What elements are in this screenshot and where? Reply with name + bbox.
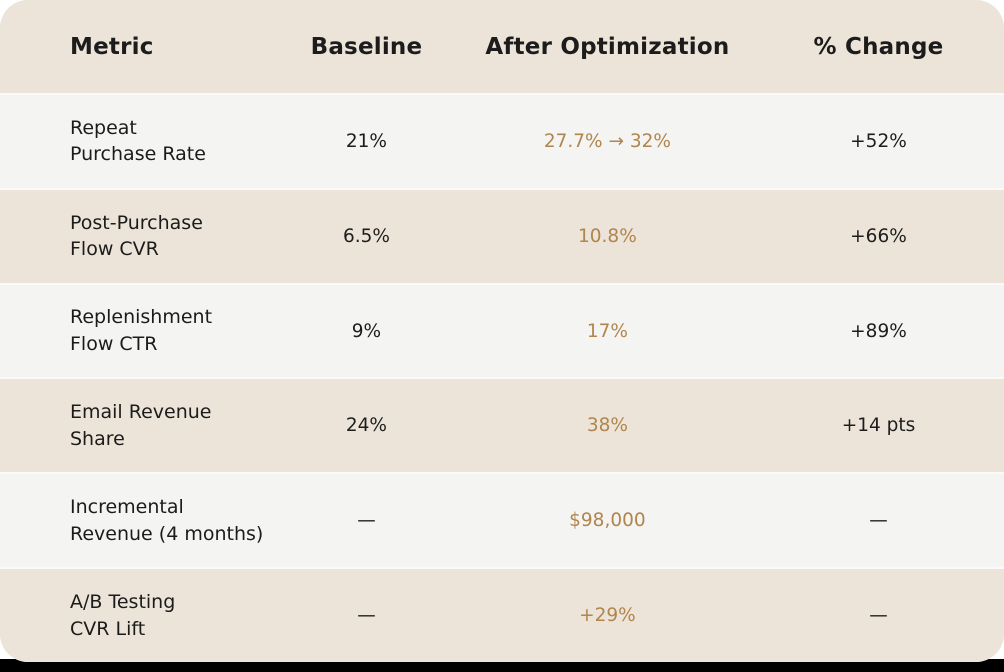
percent-change-value: +66%: [850, 225, 907, 247]
baseline-value: —: [357, 605, 376, 627]
metric-line: Email Revenue: [70, 401, 212, 424]
column-header-after-optimization: After Optimization: [485, 33, 730, 60]
metric-line: Replenishment: [70, 306, 213, 329]
metric-line: Repeat: [70, 116, 137, 139]
metric-cell: Email Revenue Share: [0, 399, 271, 452]
after-optimization-value: 38%: [586, 415, 628, 437]
after-optimization-value: +29%: [579, 605, 636, 627]
metric-line: Revenue (4 months): [70, 522, 264, 545]
metric-line: Flow CVR: [70, 238, 159, 261]
table-header-row: Metric Baseline After Optimization % Cha…: [0, 0, 1004, 93]
table-row-incremental-revenue: Incremental Revenue (4 months) — $98,000…: [0, 472, 1004, 568]
metric-line: Post-Purchase: [70, 211, 203, 234]
percent-change-value: +14 pts: [841, 415, 916, 437]
metric-line: A/B Testing: [70, 590, 176, 613]
baseline-value: 6.5%: [342, 225, 390, 247]
column-header-baseline: Baseline: [310, 33, 423, 60]
after-optimization-value: 10.8%: [578, 225, 637, 247]
table-row-ab-testing-cvr-lift: A/B Testing CVR Lift — +29% —: [0, 567, 1004, 662]
column-header-metric: Metric: [70, 33, 154, 60]
metric-cell: Replenishment Flow CTR: [0, 304, 271, 357]
baseline-value: 21%: [345, 130, 388, 152]
after-optimization-value: 27.7% → 32%: [543, 130, 671, 152]
percent-change-value: —: [869, 510, 888, 532]
table-row-repeat-purchase-rate: Repeat Purchase Rate 21% 27.7% → 32% +52…: [0, 93, 1004, 188]
metric-line: Flow CTR: [70, 333, 158, 356]
page-background-bottom: [0, 659, 1004, 672]
metric-cell: Repeat Purchase Rate: [0, 115, 271, 168]
metric-cell: A/B Testing CVR Lift: [0, 589, 271, 642]
baseline-value: 9%: [351, 320, 382, 342]
metric-line: Purchase Rate: [70, 143, 206, 166]
percent-change-value: +89%: [850, 320, 907, 342]
metric-cell: Incremental Revenue (4 months): [0, 494, 271, 547]
column-header-percent-change: % Change: [813, 33, 944, 60]
metric-line: Incremental: [70, 496, 184, 519]
percent-change-value: +52%: [850, 130, 907, 152]
metric-cell: Post-Purchase Flow CVR: [0, 210, 271, 263]
after-optimization-value: $98,000: [569, 510, 646, 532]
metric-line: Share: [70, 427, 125, 450]
baseline-value: —: [357, 510, 376, 532]
table-row-post-purchase-flow-cvr: Post-Purchase Flow CVR 6.5% 10.8% +66%: [0, 187, 1004, 283]
table-row-email-revenue-share: Email Revenue Share 24% 38% +14 pts: [0, 377, 1004, 473]
metric-line: CVR Lift: [70, 617, 146, 640]
after-optimization-value: 17%: [586, 320, 628, 342]
baseline-value: 24%: [345, 415, 388, 437]
percent-change-value: —: [869, 605, 888, 627]
table-row-replenishment-flow-ctr: Replenishment Flow CTR 9% 17% +89%: [0, 282, 1004, 378]
